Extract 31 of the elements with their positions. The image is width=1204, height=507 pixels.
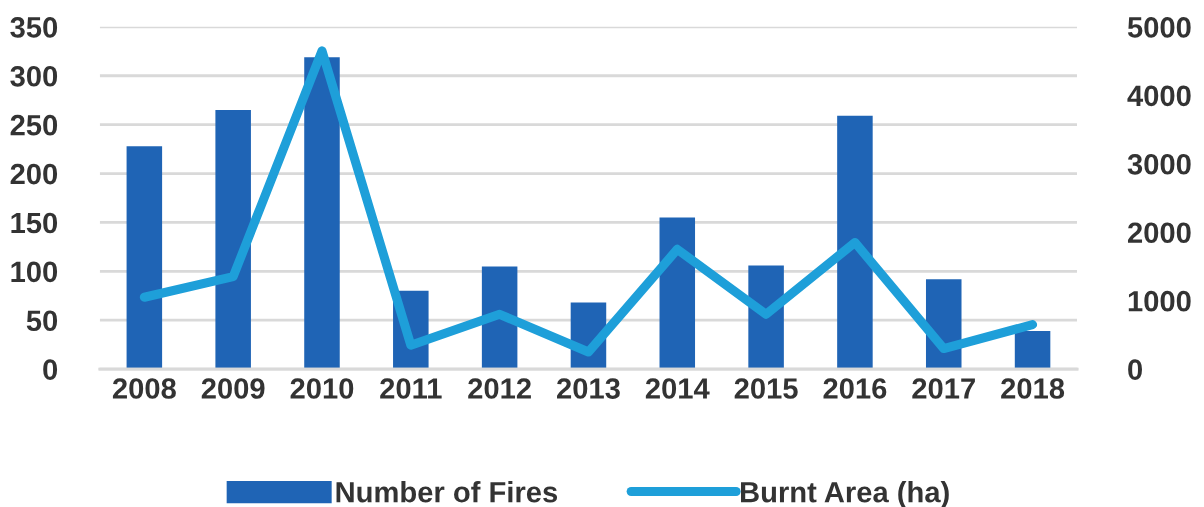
bar (215, 109, 251, 370)
y2-tick-label: 2000 (1127, 222, 1191, 244)
y-tick-label: 300 (10, 65, 58, 87)
x-tick-label: 2018 (1001, 378, 1065, 399)
x-tick-label: 2013 (557, 378, 620, 399)
y-tick-label: 200 (10, 163, 58, 185)
x-tick-label: 2010 (290, 378, 354, 399)
x-tick-label: 2009 (201, 378, 265, 399)
y-tick-label: 150 (11, 212, 58, 234)
y2-tick-label: 5000 (1127, 17, 1191, 38)
y-tick-label: 350 (10, 17, 58, 38)
legend-label: Number of Fires (336, 481, 558, 503)
x-tick-label: 2011 (380, 378, 442, 399)
x-tick-label: 2014 (645, 378, 710, 399)
x-tick-label: 2008 (112, 378, 176, 399)
y2-tick-label: 1000 (1128, 290, 1191, 312)
x-tick-label: 2017 (912, 378, 975, 399)
y2-tick-label: 3000 (1127, 153, 1191, 175)
bar (1014, 330, 1051, 370)
x-tick-label: 2016 (823, 378, 887, 399)
y-tick-label: 250 (10, 114, 58, 136)
bar (126, 146, 163, 370)
x-tick-label: 2015 (734, 378, 798, 399)
y2-tick-label: 4000 (1127, 85, 1191, 107)
bar (837, 115, 873, 370)
y2-tick-label: 0 (1128, 359, 1142, 380)
y-tick-label: 0 (43, 359, 58, 380)
bar (304, 57, 340, 370)
y-tick-label: 100 (11, 261, 58, 283)
x-tick-label: 2012 (468, 378, 531, 399)
y-tick-label: 50 (26, 310, 58, 332)
